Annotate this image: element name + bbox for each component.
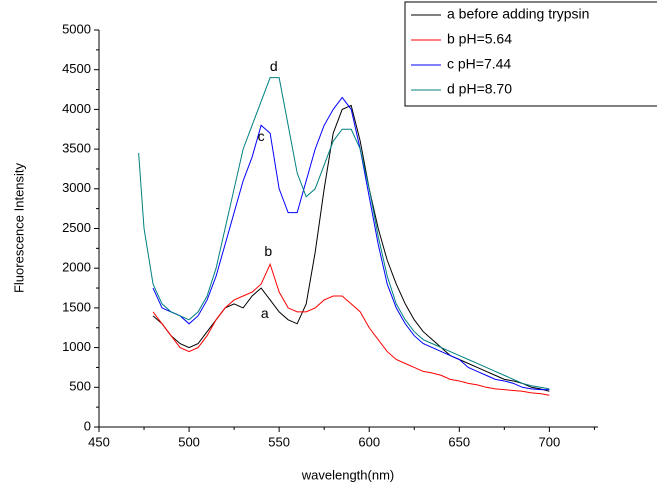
- y-tick-label: 2000: [62, 260, 91, 275]
- x-tick-label: 600: [358, 434, 380, 449]
- y-tick-label: 5000: [62, 21, 91, 36]
- x-tick-label: 700: [539, 434, 561, 449]
- y-tick-label: 1500: [62, 299, 91, 314]
- y-tick-label: 0: [84, 418, 91, 433]
- annotation: d: [270, 58, 278, 74]
- annotation: b: [264, 243, 272, 259]
- y-axis-label: Fluorescence Intensity: [11, 162, 26, 293]
- legend-label: d pH=8.70: [447, 81, 512, 97]
- y-tick-label: 3500: [62, 141, 91, 156]
- x-tick-label: 550: [268, 434, 290, 449]
- y-tick-label: 4000: [62, 101, 91, 116]
- y-tick-label: 500: [69, 379, 91, 394]
- y-tick-label: 3000: [62, 180, 91, 195]
- series-line: [138, 77, 550, 390]
- legend-label: c pH=7.44: [447, 56, 511, 72]
- annotation: a: [261, 305, 269, 321]
- series-line: [152, 96, 550, 391]
- series-line: [152, 104, 550, 392]
- y-tick-label: 4500: [62, 61, 91, 76]
- x-tick-label: 450: [88, 434, 110, 449]
- legend-box: [404, 1, 657, 107]
- series-line: [152, 262, 550, 396]
- x-tick-label: 650: [448, 434, 470, 449]
- legend-label: a before adding trypsin: [447, 6, 589, 22]
- x-tick-label: 500: [178, 434, 200, 449]
- legend-label: b pH=5.64: [447, 31, 512, 47]
- y-tick-label: 2500: [62, 220, 91, 235]
- annotation: c: [258, 128, 265, 144]
- y-tick-label: 1000: [62, 339, 91, 354]
- x-axis-label: wavelength(nm): [301, 467, 395, 482]
